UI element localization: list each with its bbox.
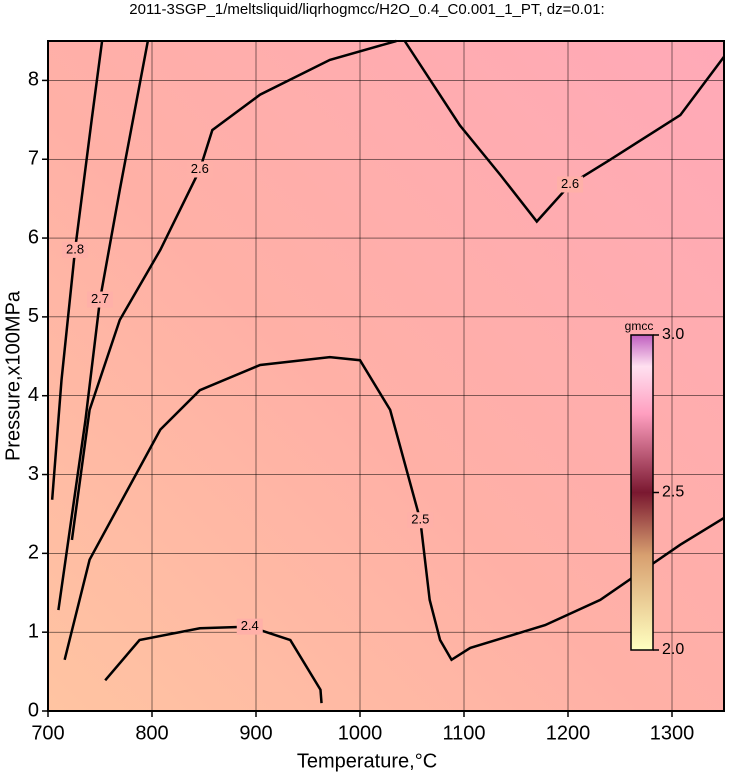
colorbar-tick-label: 2.5: [662, 484, 684, 501]
y-tick-label: 0: [28, 699, 39, 721]
contour-label: 2.5: [411, 512, 429, 527]
contour-label: 2.6: [561, 176, 579, 191]
y-tick-label: 2: [28, 542, 39, 564]
colorbar-label: gmcc: [625, 319, 654, 333]
y-tick-label: 4: [28, 384, 39, 406]
colorbar-tick-label: 2.0: [662, 641, 684, 658]
x-tick-label: 1300: [650, 722, 695, 744]
contour-label-bg: [236, 618, 263, 635]
y-tick-label: 6: [28, 226, 39, 248]
x-tick-label: 800: [135, 722, 168, 744]
x-tick-label: 1100: [442, 722, 485, 744]
colorbar-tick-label: 3.0: [662, 326, 684, 343]
plot-frame: [47, 40, 725, 712]
y-axis-label: Pressure,x100MPa: [2, 290, 24, 461]
y-tick-label: 3: [28, 463, 39, 485]
x-tick-label: 1000: [338, 722, 383, 744]
y-tick-label: 5: [28, 305, 39, 327]
x-axis-label: Temperature,°C: [297, 750, 437, 772]
contour-label-bg: [557, 176, 584, 193]
y-tick-label: 8: [28, 69, 39, 91]
contour-label-bg: [87, 291, 113, 308]
contour-label: 2.6: [191, 161, 209, 176]
chart-title: 2011-3SGP_1/meltsliquid/liqrhogmcc/H2O_0…: [129, 1, 604, 18]
contour-line: [403, 40, 726, 224]
plot-area: [48, 41, 724, 711]
y-tick-label: 1: [28, 620, 39, 642]
contour-label: 2.4: [241, 618, 259, 633]
contour-label: 2.8: [66, 241, 84, 256]
y-tick-label: 7: [28, 148, 39, 170]
x-tick-label: 1200: [546, 722, 591, 744]
contour-label-bg: [186, 161, 213, 178]
contour-label-bg: [62, 241, 89, 258]
x-tick-label: 700: [31, 722, 64, 744]
x-tick-label: 900: [239, 722, 272, 744]
colorbar: [630, 334, 654, 651]
contour-label: 2.7: [91, 291, 109, 306]
contour-label-bg: [407, 512, 434, 529]
